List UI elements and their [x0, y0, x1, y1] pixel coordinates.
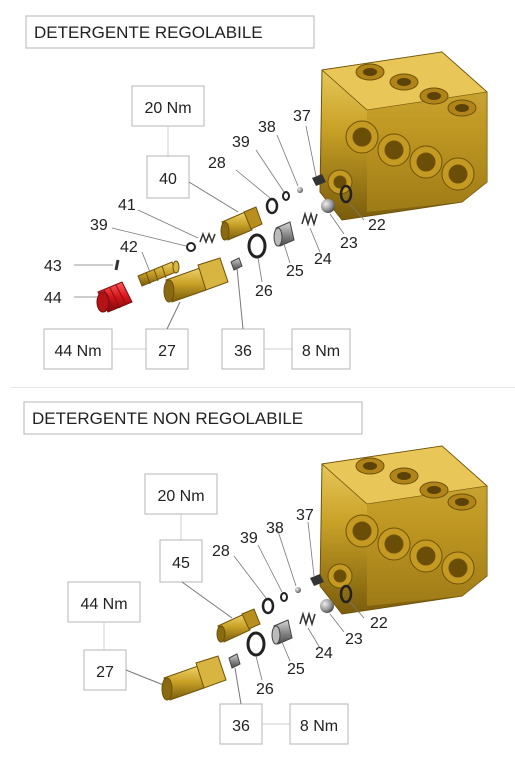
- plug-36: [230, 257, 243, 271]
- torque-box-left: 44 Nm: [80, 596, 127, 613]
- knob-44: [96, 281, 133, 313]
- spring-37: [310, 574, 324, 586]
- label-38: 38: [266, 520, 284, 537]
- ball-23: [320, 599, 334, 613]
- label-22: 22: [368, 217, 386, 234]
- spring-24: [301, 211, 318, 227]
- torque-box-right: 8 Nm: [302, 343, 340, 360]
- plug-36: [228, 653, 241, 669]
- nozzle-body-40: [220, 206, 263, 241]
- valve-seat-25: [271, 619, 293, 645]
- valve-seat-25: [273, 221, 295, 247]
- spring-41: [199, 231, 216, 245]
- o-ring-39b: [282, 191, 290, 201]
- o-ring-22: [339, 184, 353, 204]
- o-ring-39: [280, 592, 288, 602]
- label-39: 39: [240, 530, 258, 547]
- spring-37: [312, 174, 326, 186]
- panel-divider: [10, 387, 515, 388]
- ball-23: [321, 199, 335, 213]
- ball-38: [295, 587, 301, 593]
- label-22: 22: [370, 615, 388, 632]
- label-37: 37: [293, 108, 311, 125]
- part-box-plug: 36: [232, 718, 250, 735]
- label-28: 28: [208, 155, 226, 172]
- panel-regolabile: DETERGENTE REGOLABILE 20 Nm 40 44 Nm 27 …: [25, 15, 488, 370]
- fitting-27: [161, 655, 227, 701]
- nozzle-42: [137, 260, 180, 287]
- pump-manifold: [319, 51, 488, 221]
- part-box-fitting: 27: [158, 343, 176, 360]
- label-25: 25: [286, 263, 304, 280]
- label-41: 41: [118, 197, 136, 214]
- pump-manifold: [319, 445, 488, 615]
- label-23: 23: [345, 631, 363, 648]
- torque-box-top: 20 Nm: [157, 488, 204, 505]
- part-box-nozzle-body: 45: [172, 555, 190, 572]
- label-39-right: 39: [232, 134, 250, 151]
- o-ring-22: [339, 584, 353, 604]
- ball-38: [297, 187, 303, 193]
- fitting-27: [163, 257, 229, 303]
- o-ring-26: [246, 631, 266, 657]
- label-23: 23: [340, 235, 358, 252]
- part-box-fitting: 27: [96, 664, 114, 681]
- torque-box-top: 20 Nm: [144, 100, 191, 117]
- label-26: 26: [256, 681, 274, 698]
- part-box-nozzle-body: 40: [159, 171, 177, 188]
- label-39-left: 39: [90, 217, 108, 234]
- label-24: 24: [314, 251, 332, 268]
- label-38: 38: [258, 119, 276, 136]
- label-24: 24: [315, 645, 333, 662]
- o-ring-39a: [186, 242, 196, 252]
- label-25: 25: [287, 661, 305, 678]
- o-ring-28: [265, 197, 279, 215]
- o-ring-26: [247, 233, 267, 259]
- label-44: 44: [44, 290, 62, 307]
- label-28: 28: [212, 543, 230, 560]
- torque-box-right: 8 Nm: [300, 718, 338, 735]
- label-43: 43: [44, 258, 62, 275]
- section-title: DETERGENTE REGOLABILE: [34, 23, 263, 42]
- spring-24: [299, 611, 316, 627]
- pin-43: [114, 259, 120, 271]
- label-37: 37: [296, 507, 314, 524]
- panel-non-regolabile: DETERGENTE NON REGOLABILE 20 Nm 45 44 Nm…: [23, 401, 488, 745]
- part-box-plug: 36: [234, 343, 252, 360]
- section-title: DETERGENTE NON REGOLABILE: [32, 409, 303, 428]
- label-42: 42: [120, 239, 138, 256]
- o-ring-28: [261, 597, 275, 615]
- label-26: 26: [255, 283, 273, 300]
- torque-box-left: 44 Nm: [54, 343, 101, 360]
- nozzle-body-45: [216, 608, 261, 643]
